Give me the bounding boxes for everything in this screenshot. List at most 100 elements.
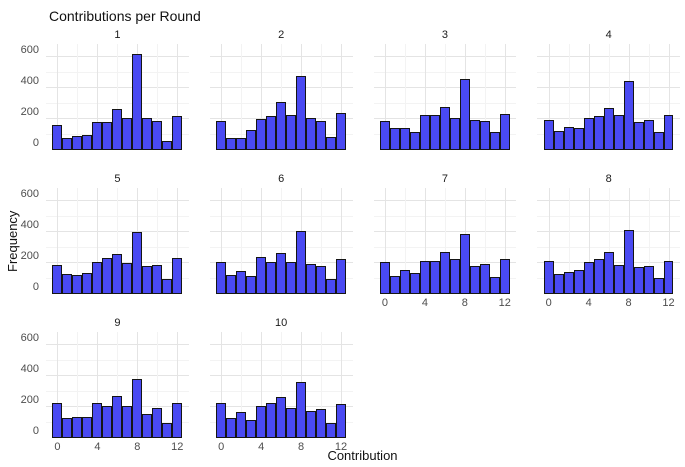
histogram-bar (326, 278, 336, 294)
facet-round-5: 5 0 200 400 600 (21, 172, 189, 294)
chart-title: Contributions per Round (49, 8, 201, 24)
facet-round-8: 8 0 4 8 12 (537, 172, 680, 309)
histogram-bar (256, 256, 267, 294)
histogram-bar (152, 120, 163, 150)
histogram-bar (583, 117, 594, 150)
x-tick-label: 4 (94, 441, 101, 453)
facet-panel (209, 332, 353, 438)
gridline-v-minor (444, 44, 446, 150)
histogram-bar (623, 229, 634, 294)
x-axis-ticks: 0 4 8 12 (210, 438, 353, 453)
y-tick-label: 400 (20, 219, 39, 232)
histogram-bar (543, 260, 554, 294)
histogram-bar (439, 106, 450, 150)
histogram-bar (52, 402, 63, 438)
histogram-bar (92, 403, 103, 438)
histogram-bar (429, 260, 440, 294)
gridline-v-major (341, 188, 343, 294)
histogram-bar (172, 116, 183, 150)
gridline-v-major (57, 44, 59, 150)
x-tick-label: 4 (421, 297, 428, 309)
facet-panel (537, 44, 680, 150)
histogram-bar (603, 251, 614, 294)
gridline-v-minor (484, 44, 486, 150)
histogram-bar (409, 273, 420, 294)
histogram-bar (429, 115, 440, 150)
gridline-v-major (548, 188, 550, 294)
histogram-bar (389, 128, 400, 150)
y-tick-label: 200 (20, 394, 39, 407)
histogram-bar (336, 112, 346, 150)
histogram-bar (316, 409, 327, 438)
histogram-bar (92, 122, 103, 150)
gridline-v-minor (117, 44, 119, 150)
gridline-v-minor (484, 188, 486, 294)
gridline-v-minor (157, 44, 159, 150)
histogram-bar (603, 108, 614, 150)
gridline-v-major (588, 188, 590, 294)
histogram-bar (593, 258, 604, 294)
x-tick-label: 0 (54, 441, 61, 453)
histogram-bar (112, 109, 123, 150)
histogram-bar (489, 277, 500, 294)
facet-panel (46, 44, 189, 150)
histogram-bar (82, 273, 93, 294)
gridline-v-minor (117, 332, 119, 438)
x-tick-label: 12 (171, 441, 184, 453)
histogram-bar (276, 253, 287, 294)
histogram-bar (449, 117, 460, 150)
facet-panel (46, 188, 189, 294)
histogram-bar (52, 125, 63, 150)
y-tick-label: 200 (20, 250, 39, 263)
x-tick-label: 8 (625, 297, 632, 309)
gridline-v-minor (241, 188, 243, 294)
gridline-v-major (261, 188, 263, 294)
histogram-bar (246, 275, 257, 294)
histogram-bar (573, 128, 584, 150)
histogram-bar (379, 262, 390, 294)
x-axis-ticks: 0 4 8 12 (46, 438, 189, 453)
facet-strip-label: 3 (441, 29, 448, 41)
x-tick-label: 12 (334, 441, 348, 453)
histogram-bar (226, 274, 237, 294)
histogram-bar (102, 405, 113, 438)
x-axis-ticks: 0 4 8 12 (537, 294, 680, 309)
gridline-v-major (384, 44, 386, 150)
histogram-bar (172, 402, 183, 438)
gridline-v-minor (321, 44, 323, 150)
facet-panel (209, 188, 353, 294)
gridline-v-minor (157, 332, 159, 438)
gridline-v-minor (444, 188, 446, 294)
histogram-bar (399, 270, 410, 294)
gridline-v-major (221, 44, 223, 150)
gridline-v-minor (608, 188, 610, 294)
histogram-bar (499, 259, 510, 294)
gridline-v-minor (648, 188, 650, 294)
histogram-bar (499, 113, 510, 150)
x-tick-label: 8 (298, 441, 305, 453)
histogram-bar (306, 411, 317, 438)
facet-strip-label: 4 (605, 29, 612, 41)
gridline-v-minor (77, 44, 79, 150)
gridline-v-major (341, 44, 343, 150)
histogram-bar (613, 114, 624, 150)
histogram-bar (399, 127, 410, 150)
histogram-bar (256, 406, 267, 438)
facet-panel (373, 188, 517, 294)
histogram-bar (266, 402, 277, 438)
facet-strip-label: 2 (278, 29, 285, 41)
histogram-bar (266, 116, 277, 150)
facet-round-9: 9 0 200 400 600 0 4 8 12 (21, 316, 189, 453)
histogram-bar (613, 264, 624, 294)
facet-round-3: 3 (373, 28, 517, 150)
histogram-bar (543, 119, 554, 150)
histogram-bar (479, 120, 490, 150)
histogram-bar (643, 266, 654, 294)
histogram-bar (553, 130, 564, 150)
x-tick-label: 0 (381, 297, 389, 309)
histogram-bar (633, 267, 644, 294)
facet-strip-label: 5 (114, 173, 121, 185)
facet-strip-label: 10 (275, 317, 288, 329)
gridline-v-major (97, 188, 99, 294)
histogram-bar (316, 266, 327, 294)
